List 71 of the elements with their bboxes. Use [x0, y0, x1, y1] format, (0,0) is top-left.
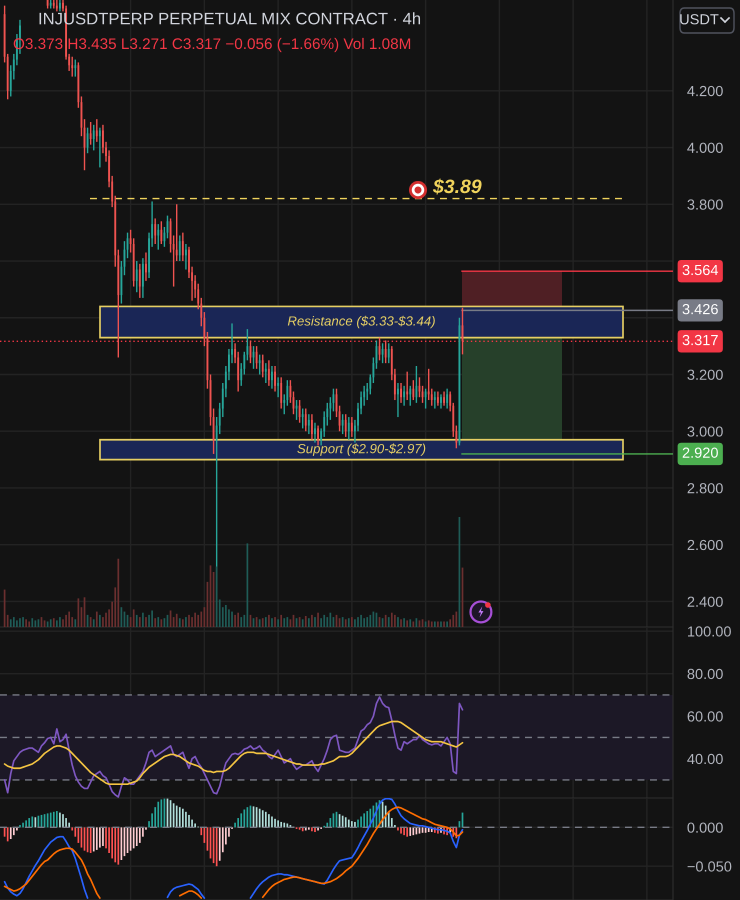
- candlestick: [302, 408, 304, 430]
- candlestick: [268, 360, 270, 387]
- candlestick: [256, 345, 258, 370]
- candlestick: [446, 388, 448, 410]
- candlestick: [382, 342, 384, 364]
- y-tick-label: 4.200: [687, 86, 723, 96]
- candlestick: [154, 218, 156, 245]
- candlestick: [271, 365, 273, 390]
- y-tick-label: 3.000: [687, 426, 723, 437]
- candlestick: [384, 340, 387, 364]
- y-tick-label: 40.00: [687, 754, 723, 764]
- y-tick-label: 2.800: [688, 483, 723, 494]
- candlestick: [86, 126, 89, 154]
- candlestick: [98, 126, 101, 168]
- candlestick: [138, 263, 141, 299]
- candlestick: [403, 385, 406, 406]
- candlestick: [56, 0, 58, 12]
- y-tick-label: 100.00: [688, 626, 731, 637]
- y-tick-label: 60.00: [688, 711, 723, 722]
- candlestick: [314, 422, 316, 444]
- y-tick-label: 0.000: [687, 822, 723, 833]
- line-series: [4, 720, 464, 786]
- candlestick: [298, 399, 301, 424]
- candlestick: [434, 390, 436, 410]
- candlestick: [400, 382, 402, 404]
- candlestick: [406, 370, 408, 401]
- annotation: $3.89: [432, 178, 482, 194]
- line-series: [4, 696, 464, 798]
- candlestick: [142, 257, 144, 299]
- candlestick: [310, 414, 313, 440]
- y-tick-label: 2.400: [688, 596, 723, 607]
- y-tick-label: 3.200: [687, 370, 723, 380]
- y-tick-label: −0.050: [688, 861, 732, 872]
- ref-line-label: 2.920: [682, 448, 718, 458]
- candlestick: [350, 416, 353, 438]
- candlestick: [378, 336, 380, 362]
- candlestick: [184, 243, 187, 270]
- y-tick-label: 80.00: [688, 668, 723, 680]
- candlestick: [397, 382, 399, 418]
- candlestick: [96, 118, 98, 143]
- candlestick: [90, 121, 92, 146]
- candlestick: [440, 394, 442, 410]
- band-label: Resistance ($3.33-$3.44): [288, 316, 435, 328]
- candlestick: [308, 414, 310, 435]
- candlestick: [280, 376, 282, 410]
- candlestick: [462, 307, 464, 356]
- candlestick: [436, 390, 439, 406]
- ref-line-label: 3.317: [682, 334, 718, 346]
- candlestick: [277, 376, 280, 398]
- candlestick: [443, 390, 446, 406]
- candlestick: [264, 362, 267, 384]
- text: USDT: [680, 14, 719, 24]
- candlestick: [274, 365, 276, 392]
- candlestick: [412, 379, 414, 401]
- y-tick-label: 2.600: [688, 540, 723, 550]
- candlestick: [182, 232, 184, 262]
- candlestick: [415, 365, 418, 404]
- band-label: Support ($2.90-$2.97): [297, 443, 426, 456]
- y-tick-label: 3.800: [687, 199, 723, 210]
- candlestick: [160, 220, 162, 245]
- candlestick: [258, 354, 261, 376]
- candlestick: [296, 399, 298, 421]
- candlestick: [342, 414, 344, 435]
- ref-line-label: 3.426: [682, 304, 718, 314]
- candlestick: [252, 345, 254, 370]
- y-tick-label: 4.000: [687, 142, 723, 153]
- candlestick: [250, 340, 252, 364]
- candlestick: [424, 388, 427, 410]
- ref-line-label: 3.564: [682, 264, 718, 276]
- candlestick: [58, 0, 61, 12]
- candlestick: [145, 252, 147, 282]
